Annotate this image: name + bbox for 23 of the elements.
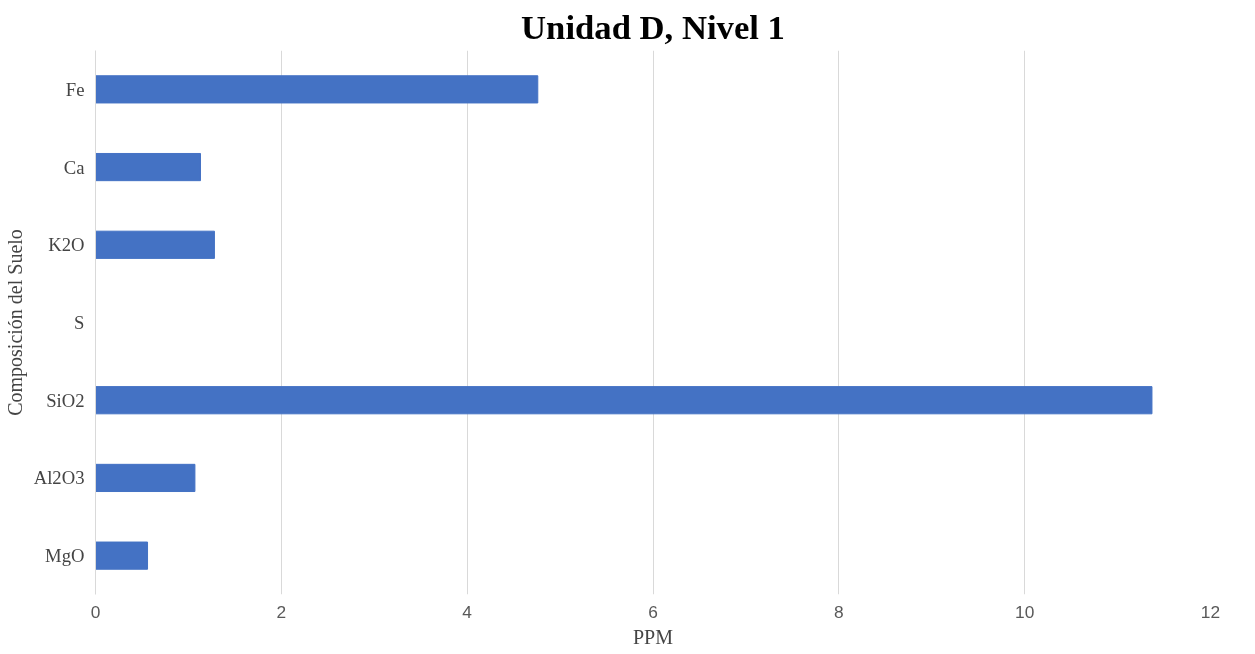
bar: [95, 152, 201, 182]
chart-title: Unidad D, Nivel 1: [521, 7, 785, 46]
bar: [95, 75, 539, 104]
y-tick-label: S: [74, 312, 85, 333]
x-tick-label: 2: [276, 601, 287, 622]
x-tick-label: 8: [834, 601, 844, 622]
y-tick-label: Fe: [65, 78, 85, 100]
bar: [95, 463, 196, 493]
y-axis-title: Composición del Suelo: [3, 229, 27, 416]
y-tick-label: Ca: [63, 156, 86, 178]
x-tick-label: 12: [1200, 601, 1221, 622]
y-tick-label: SiO2: [46, 389, 85, 411]
y-tick-label: MgO: [45, 545, 85, 567]
y-tick-label: Al2O3: [33, 467, 85, 489]
bar: [95, 386, 1153, 415]
bar: [95, 230, 215, 259]
x-axis-title: PPM: [632, 625, 674, 648]
x-tick-label: 10: [1015, 601, 1035, 622]
bar: [95, 541, 149, 570]
x-tick-label: 6: [648, 601, 658, 622]
x-tick-label: 0: [90, 601, 101, 622]
x-tick-label: 4: [462, 601, 473, 622]
y-tick-label: K2O: [48, 234, 85, 256]
